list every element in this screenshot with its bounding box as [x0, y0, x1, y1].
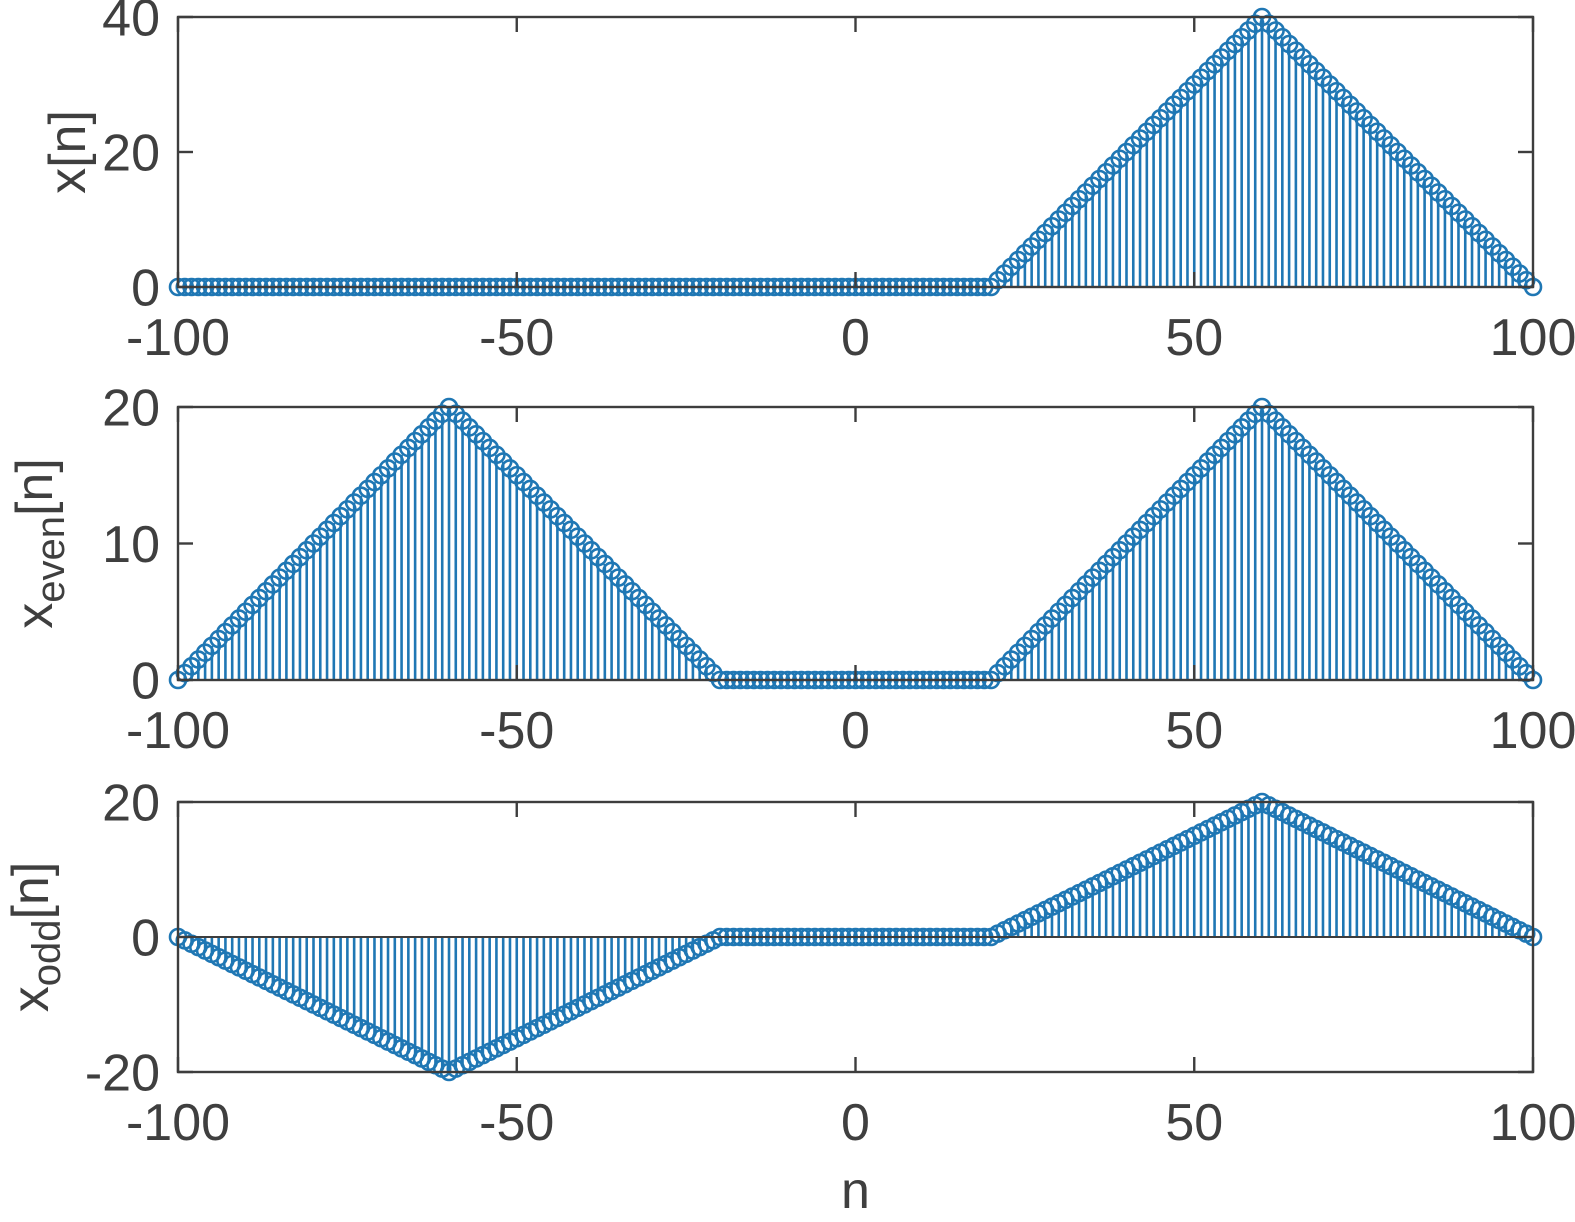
- y-tick-label: 20: [102, 380, 160, 438]
- x-tick-label: -100: [126, 1094, 230, 1152]
- axis-tick-labels: -100 -50 0 50 100 -20 0 20: [85, 775, 1575, 1152]
- x-tick-label: -50: [479, 702, 554, 760]
- y-axis-label: x[n]: [39, 110, 97, 194]
- axis-ticks: [176, 405, 1535, 682]
- x-tick-label: -100: [126, 702, 230, 760]
- x-tick-label: 100: [1490, 309, 1575, 367]
- y-tick-label: 20: [102, 775, 160, 833]
- x-tick-label: -50: [479, 309, 554, 367]
- y-tick-label: 10: [102, 516, 160, 574]
- y-tick-label: -20: [85, 1045, 160, 1103]
- x-tick-label: 50: [1165, 309, 1223, 367]
- x-tick-label: -100: [126, 309, 230, 367]
- y-tick-label: 40: [102, 0, 160, 48]
- x-tick-label: 0: [841, 309, 870, 367]
- x-tick-label: 0: [841, 1094, 870, 1152]
- x-tick-label: 50: [1165, 1094, 1223, 1152]
- axis-ticks: [176, 800, 1535, 1074]
- x-tick-label: 50: [1165, 702, 1223, 760]
- stem-lines: [183, 407, 1528, 680]
- x-axis-label: n: [841, 1162, 870, 1217]
- x-tick-label: 100: [1490, 702, 1575, 760]
- axis-ticks: [176, 15, 1535, 289]
- x-tick-label: 0: [841, 702, 870, 760]
- x-tick-label: 100: [1490, 1094, 1575, 1152]
- subplot-x-even: -100 -50 0 50 100 0 10 20 xeven[n]: [6, 380, 1575, 760]
- y-axis-label: xeven[n]: [6, 458, 73, 629]
- y-tick-label: 20: [102, 125, 160, 183]
- axis-tick-labels: -100 -50 0 50 100 0 20 40: [102, 0, 1575, 367]
- subplot-x-odd: -100 -50 0 50 100 -20 0 20 xodd[n] n: [2, 775, 1575, 1220]
- axis-tick-labels: -100 -50 0 50 100 0 10 20: [102, 380, 1575, 760]
- y-axis-label: xodd[n]: [2, 862, 69, 1013]
- y-tick-label: 0: [131, 260, 160, 318]
- y-tick-label: 0: [131, 910, 160, 968]
- subplot-x: -100 -50 0 50 100 0 20 40 x[n]: [39, 0, 1575, 367]
- y-tick-label: 0: [131, 653, 160, 711]
- x-tick-label: -50: [479, 1094, 554, 1152]
- stem-lines: [996, 17, 1528, 287]
